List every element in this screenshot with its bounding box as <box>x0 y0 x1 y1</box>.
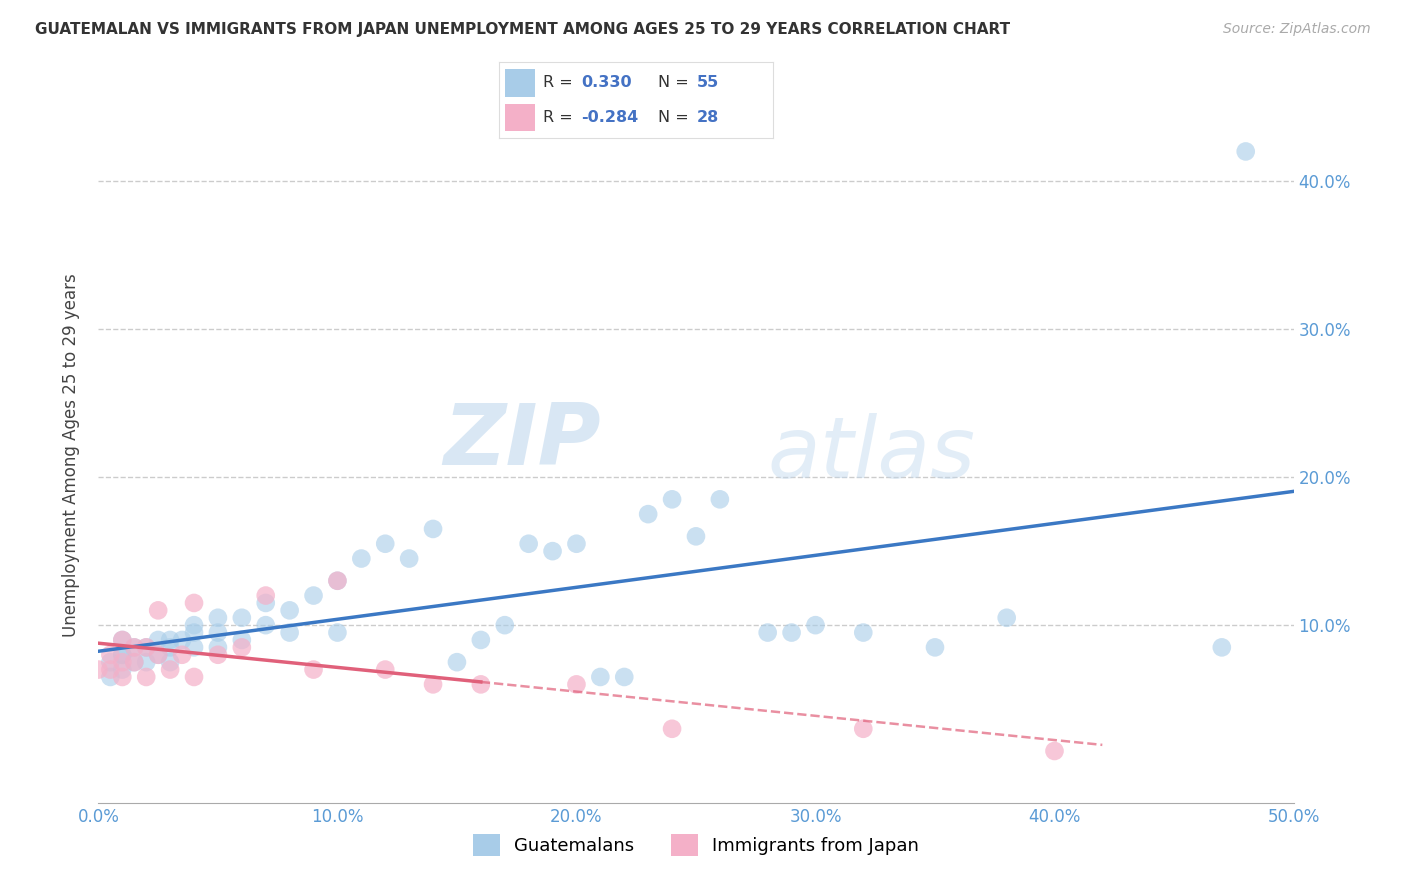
Point <box>613 670 636 684</box>
Point <box>326 625 349 640</box>
Point <box>422 677 444 691</box>
Point <box>231 611 253 625</box>
Legend: Guatemalans, Immigrants from Japan: Guatemalans, Immigrants from Japan <box>472 834 920 856</box>
Point <box>111 648 134 662</box>
Point <box>207 625 229 640</box>
Point <box>350 551 373 566</box>
Point <box>87 663 110 677</box>
Point <box>685 529 707 543</box>
Text: R =: R = <box>543 76 578 90</box>
Point <box>183 618 205 632</box>
Point <box>98 655 122 669</box>
Point <box>148 648 170 662</box>
Text: 28: 28 <box>696 111 718 125</box>
Point <box>278 625 301 640</box>
Bar <box>505 104 534 131</box>
Point <box>124 655 146 669</box>
Point <box>159 655 181 669</box>
Point <box>135 655 157 669</box>
Point <box>326 574 349 588</box>
Text: 55: 55 <box>696 76 718 90</box>
Point <box>148 603 170 617</box>
Bar <box>505 70 534 96</box>
Point <box>254 589 277 603</box>
Point <box>159 663 181 677</box>
Point <box>589 670 612 684</box>
Point <box>1234 145 1257 159</box>
Point <box>98 663 122 677</box>
Text: N =: N = <box>658 76 695 90</box>
Point <box>207 648 229 662</box>
Point <box>159 640 181 655</box>
Point <box>517 537 540 551</box>
Point <box>111 632 134 647</box>
Point <box>148 632 170 647</box>
Point <box>374 537 396 551</box>
Point <box>565 537 588 551</box>
Y-axis label: Unemployment Among Ages 25 to 29 years: Unemployment Among Ages 25 to 29 years <box>62 273 80 637</box>
Point <box>183 670 205 684</box>
Point <box>172 648 194 662</box>
Text: Source: ZipAtlas.com: Source: ZipAtlas.com <box>1223 22 1371 37</box>
Point <box>98 648 122 662</box>
Point <box>709 492 731 507</box>
Point <box>183 625 205 640</box>
Point <box>148 648 170 662</box>
Point <box>780 625 803 640</box>
Point <box>111 632 134 647</box>
Point <box>470 632 492 647</box>
Point <box>661 492 683 507</box>
Point <box>374 663 396 677</box>
Point <box>135 640 157 655</box>
Point <box>446 655 468 669</box>
Point <box>207 611 229 625</box>
Point <box>135 640 157 655</box>
Text: GUATEMALAN VS IMMIGRANTS FROM JAPAN UNEMPLOYMENT AMONG AGES 25 TO 29 YEARS CORRE: GUATEMALAN VS IMMIGRANTS FROM JAPAN UNEM… <box>35 22 1011 37</box>
Point <box>111 655 134 669</box>
Point <box>254 618 277 632</box>
Point <box>124 640 146 655</box>
Point <box>637 507 659 521</box>
Point <box>661 722 683 736</box>
Point <box>124 640 146 655</box>
Point <box>254 596 277 610</box>
Text: atlas: atlas <box>768 413 976 497</box>
Point <box>135 670 157 684</box>
Text: N =: N = <box>658 111 695 125</box>
Point <box>565 677 588 691</box>
Point <box>111 663 134 677</box>
Point <box>231 640 253 655</box>
Point <box>422 522 444 536</box>
Point <box>398 551 420 566</box>
Point <box>924 640 946 655</box>
Point <box>852 722 875 736</box>
Point <box>1211 640 1233 655</box>
Point <box>302 589 325 603</box>
Point <box>183 596 205 610</box>
Point <box>172 632 194 647</box>
Point <box>278 603 301 617</box>
Point <box>183 640 205 655</box>
Point <box>804 618 827 632</box>
Point <box>207 640 229 655</box>
Point <box>326 574 349 588</box>
Point <box>111 648 134 662</box>
Text: R =: R = <box>543 111 578 125</box>
Point <box>852 625 875 640</box>
Point <box>494 618 516 632</box>
Point <box>470 677 492 691</box>
Point <box>111 670 134 684</box>
Text: 0.330: 0.330 <box>582 76 633 90</box>
Text: ZIP: ZIP <box>443 400 600 483</box>
Point <box>995 611 1018 625</box>
Point <box>124 655 146 669</box>
Point <box>231 632 253 647</box>
Text: -0.284: -0.284 <box>582 111 638 125</box>
Point <box>302 663 325 677</box>
Point <box>756 625 779 640</box>
Point <box>98 670 122 684</box>
Point <box>159 632 181 647</box>
Point <box>1043 744 1066 758</box>
Point <box>541 544 564 558</box>
